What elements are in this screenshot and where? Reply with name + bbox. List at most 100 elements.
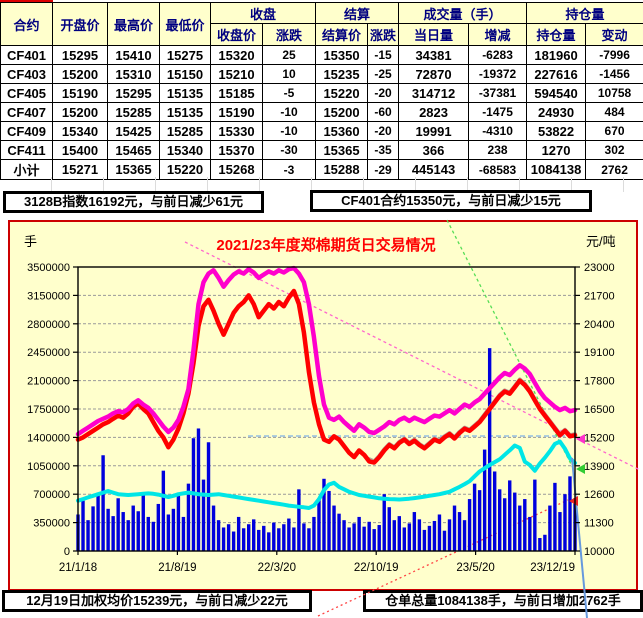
table-cell: 2762 xyxy=(585,159,643,180)
table-cell: -29 xyxy=(367,159,400,180)
red-accent-line xyxy=(0,0,53,3)
table-cell: -60 xyxy=(367,102,400,122)
table-cell: 314712 xyxy=(398,83,470,103)
column-header: 合约 xyxy=(0,2,53,46)
table-cell: 484 xyxy=(585,102,643,122)
group-header: 成交量（手） xyxy=(398,2,528,24)
banner-warehouse-receipts: 仓单总量1084138手，与前日增加2762手 xyxy=(363,590,643,612)
column-header: 当日量 xyxy=(398,23,470,46)
table-cell: 15465 xyxy=(107,140,160,160)
column-header: 增减 xyxy=(468,23,528,46)
table-cell: 238 xyxy=(468,140,528,160)
table-cell: 15185 xyxy=(210,83,263,103)
table-row: CF411 15400 15465 15340 15370 -30 15365 -35 366 2… xyxy=(0,140,643,160)
column-header: 涨跌 xyxy=(367,23,400,46)
table-cell: -30 xyxy=(261,140,317,160)
table-cell: 19991 xyxy=(398,121,470,141)
table-cell: 15350 xyxy=(315,45,369,65)
table-cell: 15285 xyxy=(107,102,160,122)
table-cell: 2823 xyxy=(398,102,470,122)
futures-table: 合约 开盘价 最高价 最低价 收盘 结算 成交量（手） 持仓量 收盘价 涨跌 结算价 涨跌 当日量 增减持… xyxy=(0,2,643,180)
table-cell: 15135 xyxy=(159,83,211,103)
table-cell: -37381 xyxy=(468,83,528,103)
table-cell: 10758 xyxy=(585,83,643,103)
table-cell: 594540 xyxy=(526,83,587,103)
table-cell: 25 xyxy=(261,45,317,65)
table-cell: 72870 xyxy=(398,64,470,84)
table-cell: 302 xyxy=(585,140,643,160)
table-cell: 15200 xyxy=(315,102,369,122)
table-cell: 15320 xyxy=(210,45,263,65)
table-row: CF405 15190 15295 15135 15185 -5 15220 -20 31471… xyxy=(0,83,643,103)
table-cell: 15340 xyxy=(159,140,211,160)
column-header: 最低价 xyxy=(159,2,211,46)
table-cell: CF401 xyxy=(0,45,53,65)
table-cell: -1456 xyxy=(585,64,643,84)
table-cell: 15285 xyxy=(159,121,211,141)
table-cell: -15 xyxy=(367,45,400,65)
table-cell: -10 xyxy=(261,102,317,122)
table-cell: -19372 xyxy=(468,64,528,84)
group-header: 结算 xyxy=(315,2,400,24)
table-cell: 15271 xyxy=(52,159,108,180)
table-cell: 53822 xyxy=(526,121,587,141)
table-cell: -68583 xyxy=(468,159,528,180)
banner-contract-price: CF401合约15350元，与前日减少15元 xyxy=(310,190,592,212)
table-cell: -1475 xyxy=(468,102,528,122)
table-row: CF407 15200 15285 15135 15190 -10 15200 -60 2823… xyxy=(0,102,643,122)
table-cell: CF407 xyxy=(0,102,53,122)
table-cell: 366 xyxy=(398,140,470,160)
table-cell: CF405 xyxy=(0,83,53,103)
table-cell: 15200 xyxy=(52,102,108,122)
table-cell: 15330 xyxy=(210,121,263,141)
table-cell: 24930 xyxy=(526,102,587,122)
table-cell: 15190 xyxy=(210,102,263,122)
table-cell: 227616 xyxy=(526,64,587,84)
table-cell: 15288 xyxy=(315,159,369,180)
table-cell: 15135 xyxy=(159,102,211,122)
table-row: 小计 15271 15365 15220 15268 -3 15288 -29 445143 -6… xyxy=(0,159,643,180)
table-cell: CF403 xyxy=(0,64,53,84)
table-cell: 181960 xyxy=(526,45,587,65)
table-cell: -6283 xyxy=(468,45,528,65)
table-cell: 15360 xyxy=(315,121,369,141)
table-cell: 15410 xyxy=(107,45,160,65)
table-cell: 15365 xyxy=(107,159,160,180)
table-cell: -20 xyxy=(367,83,400,103)
table-row: CF409 15340 15425 15285 15330 -10 15360 -20 1999… xyxy=(0,121,643,141)
table-cell: 34381 xyxy=(398,45,470,65)
table-cell: 670 xyxy=(585,121,643,141)
table-cell: 15210 xyxy=(210,64,263,84)
table-cell: 15268 xyxy=(210,159,263,180)
table-cell: 15425 xyxy=(107,121,160,141)
table-cell: -3 xyxy=(261,159,317,180)
table-cell: 15400 xyxy=(52,140,108,160)
table-cell: 15295 xyxy=(52,45,108,65)
table-cell: -25 xyxy=(367,64,400,84)
table-cell: 10 xyxy=(261,64,317,84)
column-header: 涨跌 xyxy=(261,23,317,46)
table-cell: 小计 xyxy=(0,159,53,180)
table-cell: -35 xyxy=(367,140,400,160)
table-cell: 15295 xyxy=(107,83,160,103)
table-cell: 15310 xyxy=(107,64,160,84)
table-cell: -20 xyxy=(367,121,400,141)
table-cell: -7996 xyxy=(585,45,643,65)
group-header: 持仓量 xyxy=(526,2,643,24)
daily-trading-chart xyxy=(8,220,638,591)
table-cell: 15370 xyxy=(210,140,263,160)
table-cell: -10 xyxy=(261,121,317,141)
table-cell: 1270 xyxy=(526,140,587,160)
column-header: 开盘价 xyxy=(52,2,108,46)
table-cell: -5 xyxy=(261,83,317,103)
group-header: 收盘 xyxy=(209,2,317,24)
table-cell: -4310 xyxy=(468,121,528,141)
banner-index-price: 3128B指数16192元，与前日减少61元 xyxy=(3,191,264,213)
table-cell: CF409 xyxy=(0,121,53,141)
table-row: CF401 15295 15410 15275 15320 25 15350 -15 34381… xyxy=(0,45,643,65)
table-cell: 15235 xyxy=(315,64,369,84)
column-header: 持仓量 xyxy=(526,23,587,46)
table-cell: 15190 xyxy=(52,83,108,103)
table-cell: 15220 xyxy=(315,83,369,103)
table-cell: CF411 xyxy=(0,140,53,160)
